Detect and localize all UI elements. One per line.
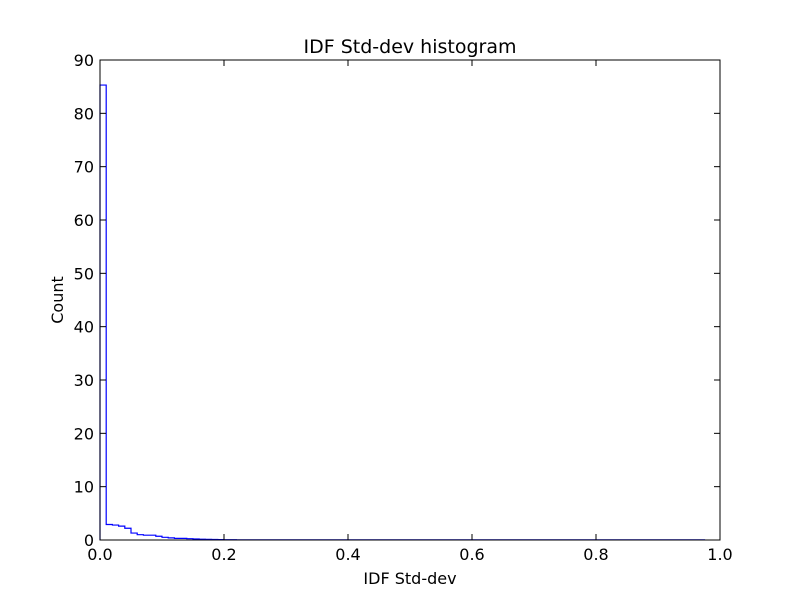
plot-area: 0.0 0.2 0.4 0.6 0.8 1.0 0 10 20 30 40 50 60 70 80 90 <box>74 51 733 564</box>
y-tick-label: 70 <box>74 158 94 177</box>
y-tick-label: 20 <box>74 424 94 443</box>
x-tick-label: 0.2 <box>211 545 236 564</box>
y-tick-label: 60 <box>74 211 94 230</box>
y-tick-label: 40 <box>74 318 94 337</box>
x-tick-label: 0.8 <box>583 545 608 564</box>
y-tick-label: 80 <box>74 104 94 123</box>
y-tick-label: 10 <box>74 478 94 497</box>
y-tick-label: 30 <box>74 371 94 390</box>
histogram-series-line <box>99 84 706 541</box>
chart-title: IDF Std-dev histogram <box>304 36 517 58</box>
x-tick-label: 0.4 <box>335 545 360 564</box>
x-tick-label: 0.0 <box>87 545 112 564</box>
y-tick-label: 50 <box>74 264 94 283</box>
y-tick-label: 0 <box>84 531 94 550</box>
y-axis-label: Count <box>48 276 67 324</box>
x-axis-label: IDF Std-dev <box>363 569 456 588</box>
plot-frame <box>99 59 721 541</box>
x-tick-label: 1.0 <box>707 545 732 564</box>
y-tick-label: 90 <box>74 51 94 70</box>
x-tick-label: 0.6 <box>459 545 484 564</box>
